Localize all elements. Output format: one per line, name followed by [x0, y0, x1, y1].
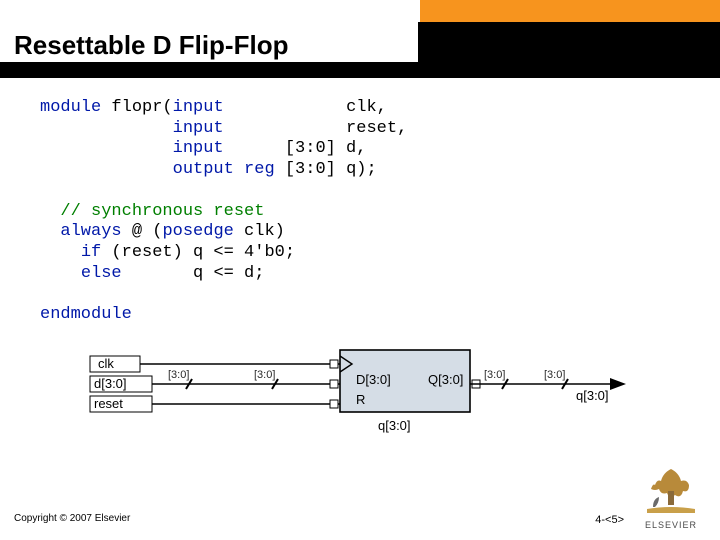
code-text: reset, [224, 119, 408, 138]
port-dot-icon [330, 360, 338, 368]
code-text: @ ( [122, 222, 163, 241]
code-text [40, 243, 81, 262]
code-text: clk, [224, 98, 387, 117]
kw-always: always [60, 222, 121, 241]
code-text [40, 139, 173, 158]
port-dot-icon [330, 380, 338, 388]
kw-input: input [173, 98, 224, 117]
tree-trunk-icon [668, 491, 674, 505]
kw-input: input [173, 139, 224, 158]
kw-else: else [81, 264, 122, 283]
schematic-diagram: D[3:0] Q[3:0] R clk d[3:0] [3:0] [3:0] r… [70, 340, 630, 440]
copyright-text: Copyright © 2007 Elsevier [14, 513, 130, 524]
code-text [40, 202, 60, 221]
kw-input: input [173, 119, 224, 138]
code-comment: // synchronous reset [60, 202, 264, 221]
code-text: flopr( [101, 98, 172, 117]
port-d-label: D[3:0] [356, 372, 391, 387]
slide-number: 4-<5> [595, 514, 624, 526]
verilog-code-block: module flopr(input clk, input reset, inp… [40, 98, 407, 326]
arrow-icon [610, 378, 626, 390]
elsevier-tree-icon [641, 463, 701, 513]
kw-if: if [81, 243, 101, 262]
code-text [40, 264, 81, 283]
instance-label: q[3:0] [378, 418, 411, 433]
code-text: [3:0] d, [224, 139, 367, 158]
bus-width-label: [3:0] [254, 369, 275, 381]
kw-module: module [40, 98, 101, 117]
figure-icon [653, 497, 659, 507]
title-band: Resettable D Flip-Flop [0, 0, 720, 78]
port-r-label: R [356, 392, 365, 407]
orange-accent-bar [420, 0, 720, 22]
d-label: d[3:0] [94, 376, 127, 391]
port-q-label: Q[3:0] [428, 372, 463, 387]
publisher-name: ELSEVIER [636, 520, 706, 530]
code-text [40, 160, 173, 179]
port-dot-icon [330, 400, 338, 408]
bus-width-label: [3:0] [544, 369, 565, 381]
kw-output-reg: output reg [173, 160, 275, 179]
clk-label: clk [98, 356, 114, 371]
code-text: [3:0] q); [275, 160, 377, 179]
code-text: q <= d; [122, 264, 265, 283]
bus-width-label: [3:0] [168, 369, 189, 381]
code-text [40, 119, 173, 138]
kw-posedge: posedge [162, 222, 233, 241]
q-out-label: q[3:0] [576, 388, 609, 403]
code-text [40, 222, 60, 241]
reset-label: reset [94, 396, 123, 411]
bus-width-label: [3:0] [484, 369, 505, 381]
elsevier-logo: ELSEVIER [636, 463, 706, 530]
ribbon-icon [647, 507, 695, 513]
code-text: (reset) q <= 4'b0; [101, 243, 295, 262]
kw-endmodule: endmodule [40, 305, 132, 324]
code-text: clk) [234, 222, 285, 241]
slide-title: Resettable D Flip-Flop [14, 30, 288, 61]
